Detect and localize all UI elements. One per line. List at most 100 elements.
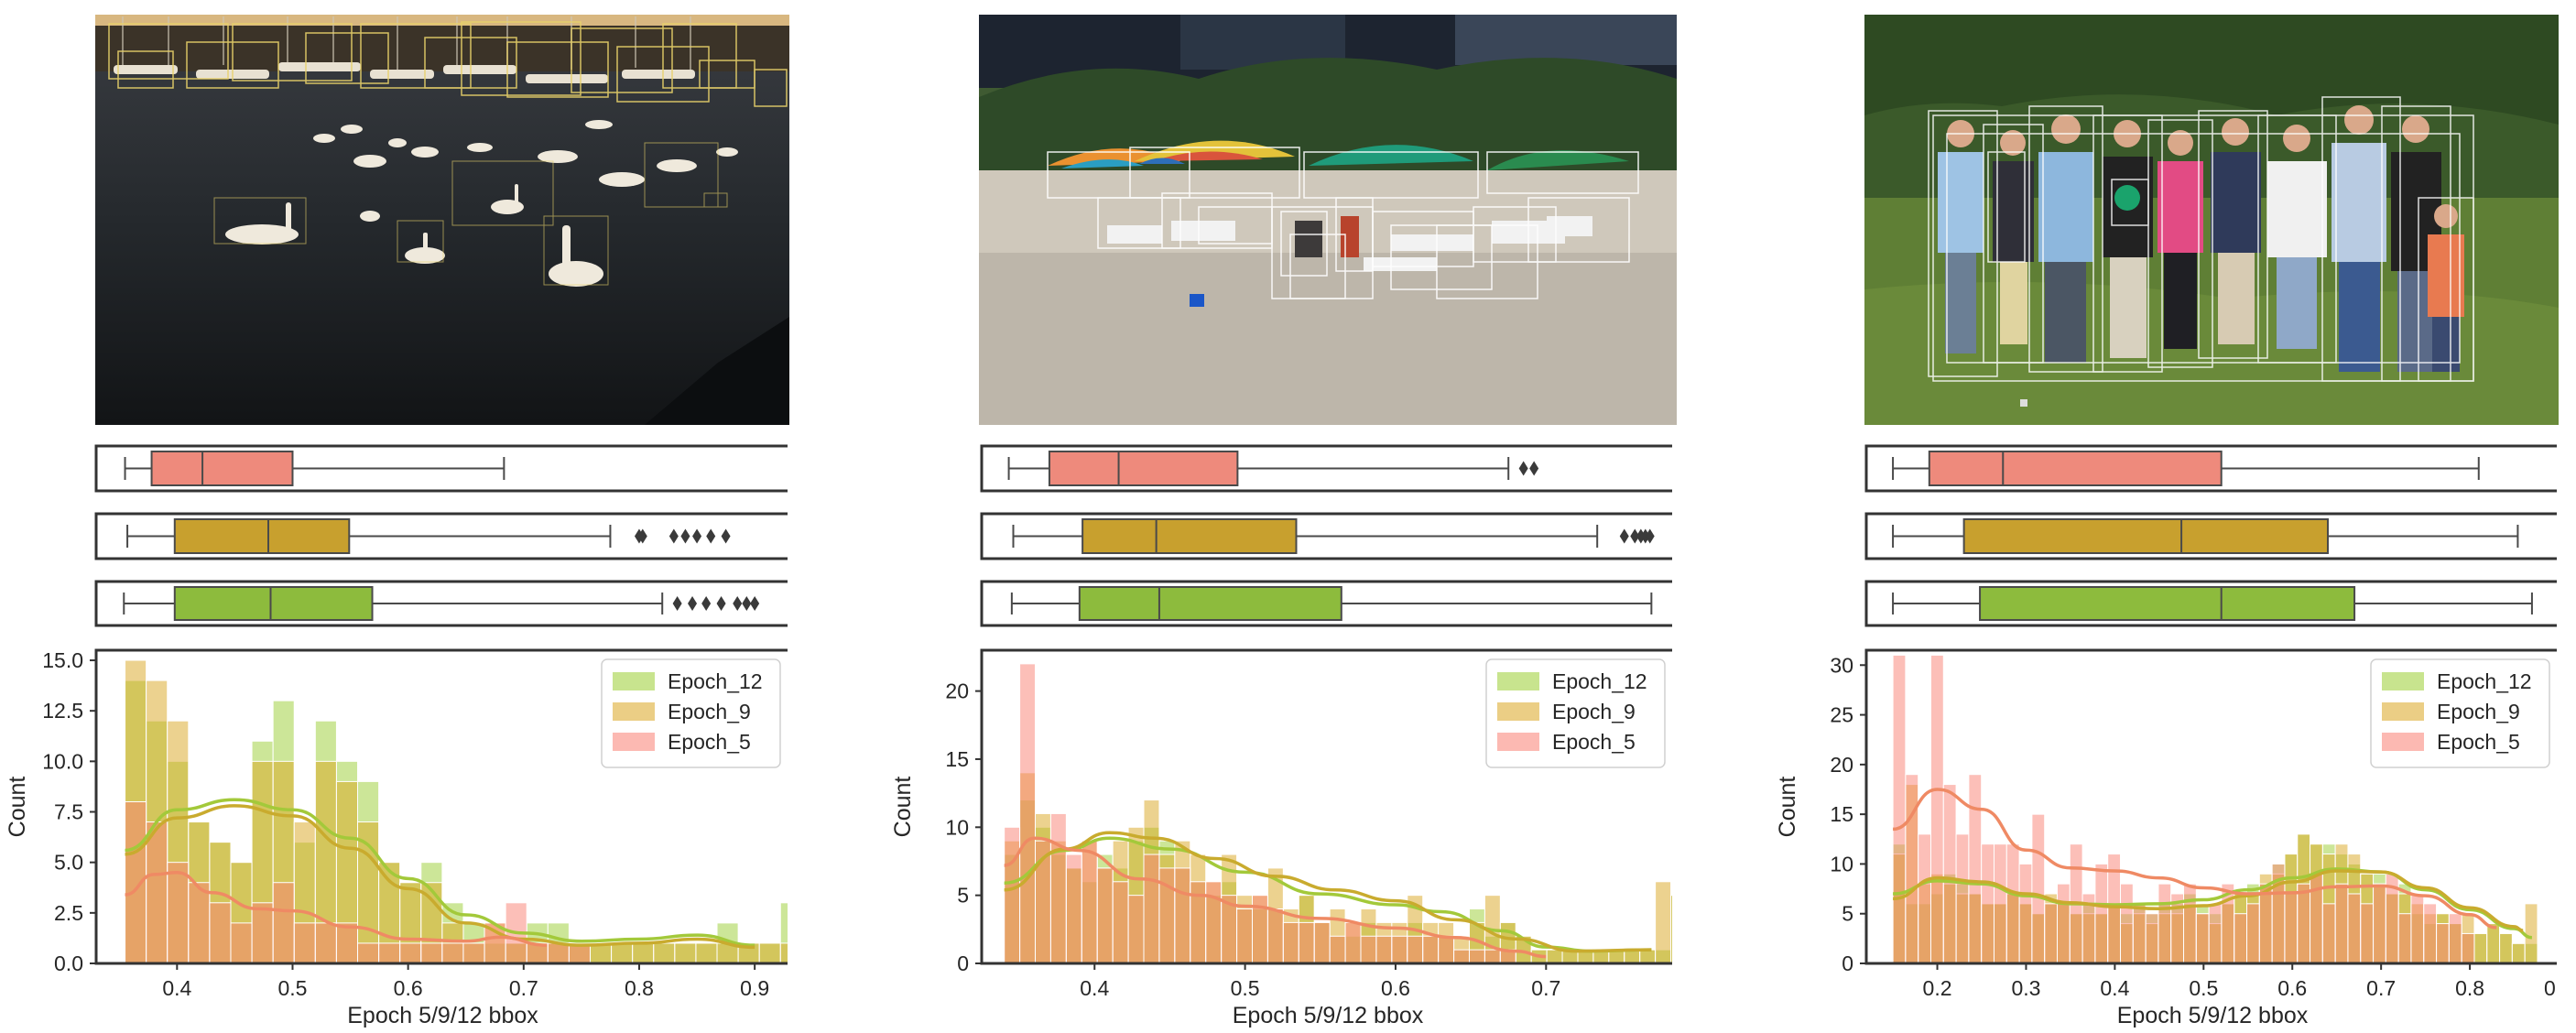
histogram-bar <box>2208 903 2223 964</box>
outlier-point <box>692 528 702 544</box>
histogram-bar <box>779 902 788 964</box>
y-tick-label: 2.5 <box>54 901 83 925</box>
histogram-bar <box>1081 840 1098 964</box>
histogram-bar <box>1484 949 1501 964</box>
boxplot-epoch-5 <box>1864 444 2557 493</box>
histogram-bar <box>420 942 443 964</box>
box-iqr <box>1081 518 1298 554</box>
y-tick-label: 0.0 <box>54 951 83 975</box>
legend-label: Epoch_9 <box>1552 700 1636 723</box>
outlier-point <box>637 528 647 544</box>
legend-label: Epoch_12 <box>1552 669 1647 693</box>
histogram-bar <box>1468 949 1485 964</box>
boxplot-epoch-9 <box>980 512 1672 560</box>
histogram-bar <box>399 942 422 964</box>
histogram-bar <box>1929 654 1944 964</box>
histogram-bar <box>1174 867 1191 964</box>
histogram-bar <box>2258 883 2273 964</box>
histogram-bar <box>1453 949 1470 964</box>
histogram-bar <box>2360 903 2375 964</box>
histogram-bar <box>1096 867 1114 964</box>
legend-swatch <box>2382 702 2424 721</box>
histogram <box>1004 663 1672 964</box>
legend-label: Epoch_5 <box>668 730 751 754</box>
legend-label: Epoch_5 <box>2437 730 2520 754</box>
histogram-bar <box>2031 813 2046 964</box>
histogram-bar <box>2436 923 2450 964</box>
x-tick-label: 0.4 <box>2100 976 2129 1000</box>
histogram-bar <box>441 942 464 964</box>
histogram-bar <box>2284 893 2299 964</box>
histogram-bar <box>779 942 788 964</box>
histogram-bar <box>378 942 401 964</box>
outlier-point <box>733 596 743 611</box>
photo-beach <box>979 15 1677 425</box>
legend-label: Epoch_12 <box>668 669 763 693</box>
histogram-series-epoch-5 <box>1004 663 1516 964</box>
histogram-bar <box>1004 826 1021 964</box>
x-axis-label: Epoch 5/9/12 bbox <box>347 1003 538 1028</box>
box-iqr <box>173 518 351 554</box>
outlier-point <box>672 596 682 611</box>
histogram-bar <box>2183 883 2197 964</box>
histogram-bar <box>1892 654 1907 964</box>
legend-swatch <box>613 702 655 721</box>
legend-swatch <box>613 672 655 690</box>
x-tick-label: 0.5 <box>1231 976 1260 1000</box>
box-iqr <box>1928 451 2223 486</box>
kde-line-epoch-12 <box>1004 836 1652 953</box>
x-tick-label: 0.6 <box>1381 976 1410 1000</box>
histogram-frame <box>94 648 788 965</box>
histogram-bar <box>272 882 295 964</box>
y-tick-label: 0 <box>957 951 969 975</box>
histogram-bar <box>1205 881 1223 964</box>
histogram-bar <box>1905 774 1919 964</box>
x-tick-label: 0.7 <box>1531 976 1560 1000</box>
histogram-bar <box>1298 921 1315 964</box>
histogram-bar <box>167 862 190 964</box>
histogram-bar <box>230 922 253 964</box>
histogram-bar <box>293 922 316 964</box>
histogram-bar <box>335 922 359 964</box>
outlier-point <box>1645 528 1655 544</box>
histogram-bar <box>1329 935 1346 964</box>
chart-3: 0.2 0.3 0.4 0.5 0.6 0.7 0.8 0.9 0 5 10 15 20 25 30 Epoc… <box>1775 444 2557 1028</box>
box-iqr <box>1979 586 2356 621</box>
x-tick-label: 0.9 <box>2544 976 2557 1000</box>
legend-swatch <box>2382 672 2424 690</box>
legend-label: Epoch_12 <box>2437 669 2532 693</box>
x-tick-label: 0.7 <box>509 976 538 1000</box>
x-tick-label: 0.9 <box>740 976 769 1000</box>
histogram-bar <box>462 942 485 964</box>
histogram-bar <box>314 922 337 964</box>
x-tick-label: 0.6 <box>2277 976 2307 1000</box>
y-tick-label: 12.5 <box>42 699 83 723</box>
kde-line-epoch-5 <box>1892 788 2497 930</box>
histogram-bar <box>1981 843 1994 964</box>
legend: Epoch_12 Epoch_9 Epoch_5 <box>2370 658 2550 768</box>
histogram-bar <box>1375 935 1393 964</box>
kde-line-epoch-5 <box>1004 836 1547 959</box>
histogram-bar <box>2423 903 2438 964</box>
histogram-bar <box>1438 935 1455 964</box>
outlier-point <box>706 528 716 544</box>
histogram-bar <box>2373 883 2386 964</box>
outlier-point <box>1518 461 1528 476</box>
histogram-bar <box>2005 843 2020 964</box>
y-tick-label: 10 <box>945 815 969 839</box>
histogram-bar <box>1639 949 1657 964</box>
x-tick-label: 0.5 <box>277 976 307 1000</box>
y-axis-label: Count <box>890 777 916 838</box>
legend: Epoch_12 Epoch_9 Epoch_5 <box>1485 658 1666 768</box>
legend: Epoch_12 Epoch_9 Epoch_5 <box>601 658 781 768</box>
box-iqr <box>1048 451 1239 486</box>
histogram-bar <box>2018 863 2033 964</box>
chart-2: 0.4 0.5 0.6 0.7 0 5 10 15 20 Epoch 5/9/12 bbox Cou… <box>890 444 1672 1028</box>
histogram-bar <box>2044 903 2059 964</box>
histogram-bar <box>2334 883 2349 964</box>
box-iqr <box>150 451 294 486</box>
legend-swatch <box>613 733 655 751</box>
histogram-bar <box>1942 784 1957 964</box>
y-tick-label: 15.0 <box>42 648 83 672</box>
histogram-bar <box>2397 913 2412 964</box>
